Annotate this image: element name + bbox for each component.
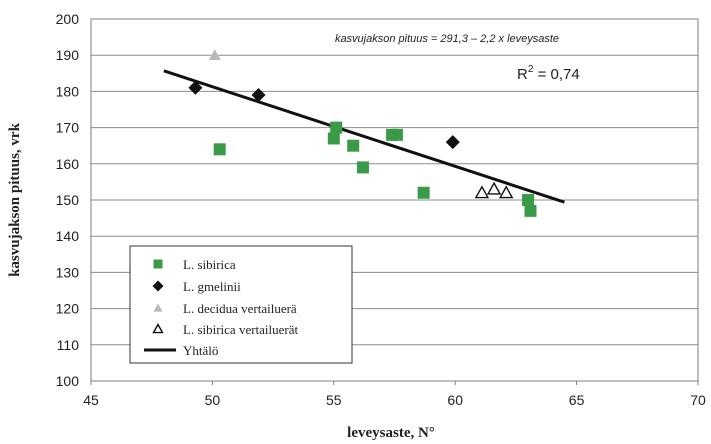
- point-l-sibirica-vertailuer-t-2: [498, 185, 514, 199]
- point-l-sibirica-9: [524, 204, 537, 217]
- legend-label-trendline: Yhtälö: [183, 343, 218, 358]
- legend-symbol-l-sibirica-vertailuer-t: [152, 323, 164, 334]
- legend-symbols: [144, 259, 176, 352]
- legend-box: [129, 245, 353, 364]
- regression-equation: kasvujakson pituus = 291,3 – 2,2 x levey…: [335, 33, 559, 45]
- y-axis-title: kasvujakson pituus, vrk: [7, 122, 23, 276]
- plot-border: [90, 18, 699, 382]
- point-l-sibirica-3: [347, 139, 360, 152]
- y-tick-150: 150: [56, 192, 80, 208]
- legend-symbol-l-sibirica: [153, 259, 163, 269]
- r2-superscript: 2: [528, 64, 534, 75]
- trendline: [163, 69, 565, 204]
- x-axis-title: leveysaste, N°: [347, 425, 435, 441]
- y-tick-110: 110: [57, 337, 80, 353]
- y-tick-160: 160: [56, 156, 80, 172]
- legend-label-l-sibirica-vertailuerat: L. sibirica vertailuerät: [183, 322, 299, 337]
- point-l-sibirica-4: [356, 161, 369, 174]
- y-tick-100: 100: [56, 373, 80, 389]
- x-tick-70: 70: [690, 392, 706, 408]
- point-l-sibirica-8: [522, 194, 535, 206]
- y-tick-180: 180: [56, 83, 80, 99]
- data-markers: [188, 49, 537, 217]
- point-l-sibirica-6: [390, 128, 403, 141]
- y-tick-labels: 100 110 120 130 140 150 160 170 180 190 200: [56, 11, 80, 389]
- y-tick-140: 140: [56, 228, 80, 244]
- y-tick-170: 170: [56, 120, 80, 136]
- point-l-gmelinii-0: [188, 80, 203, 95]
- point-l-sibirica-vertailuer-t-1: [486, 181, 502, 195]
- legend-label-l-decidua: L. decidua vertailuerä: [183, 301, 297, 316]
- point-l-sibirica-1: [327, 132, 340, 145]
- y-tick-200: 200: [56, 11, 80, 27]
- legend: L. sibirica L. gmelinii L. decidua verta…: [129, 245, 353, 364]
- y-tick-190: 190: [56, 47, 80, 63]
- x-tick-50: 50: [205, 392, 221, 408]
- x-tick-65: 65: [569, 392, 585, 408]
- legend-symbol-l-gmelinii: [152, 280, 164, 292]
- r-squared-annotation: R2 = 0,74: [517, 64, 580, 83]
- point-l-sibirica-7: [417, 186, 430, 199]
- x-tick-55: 55: [326, 392, 342, 408]
- r2-symbol: R: [517, 66, 528, 83]
- point-l-decidua-vertailuer-0: [208, 49, 221, 60]
- x-tick-labels: 45 50 55 60 65 70: [83, 381, 706, 408]
- r2-value: = 0,74: [533, 66, 579, 83]
- point-l-gmelinii-1: [251, 88, 266, 103]
- x-tick-45: 45: [83, 392, 99, 408]
- y-tick-120: 120: [56, 301, 80, 317]
- point-l-gmelinii-2: [445, 135, 460, 150]
- legend-label-l-sibirica: L. sibirica: [183, 257, 236, 272]
- legend-symbol-l-decidua-vertailuer: [153, 303, 163, 312]
- point-l-sibirica-0: [213, 143, 226, 156]
- point-l-sibirica-2: [330, 121, 343, 134]
- x-tick-60: 60: [447, 392, 463, 408]
- point-l-sibirica-vertailuer-t-0: [474, 185, 490, 199]
- legend-label-l-gmelinii: L. gmelinii: [183, 279, 241, 294]
- trendline-group: [163, 69, 565, 204]
- y-tick-130: 130: [56, 264, 80, 280]
